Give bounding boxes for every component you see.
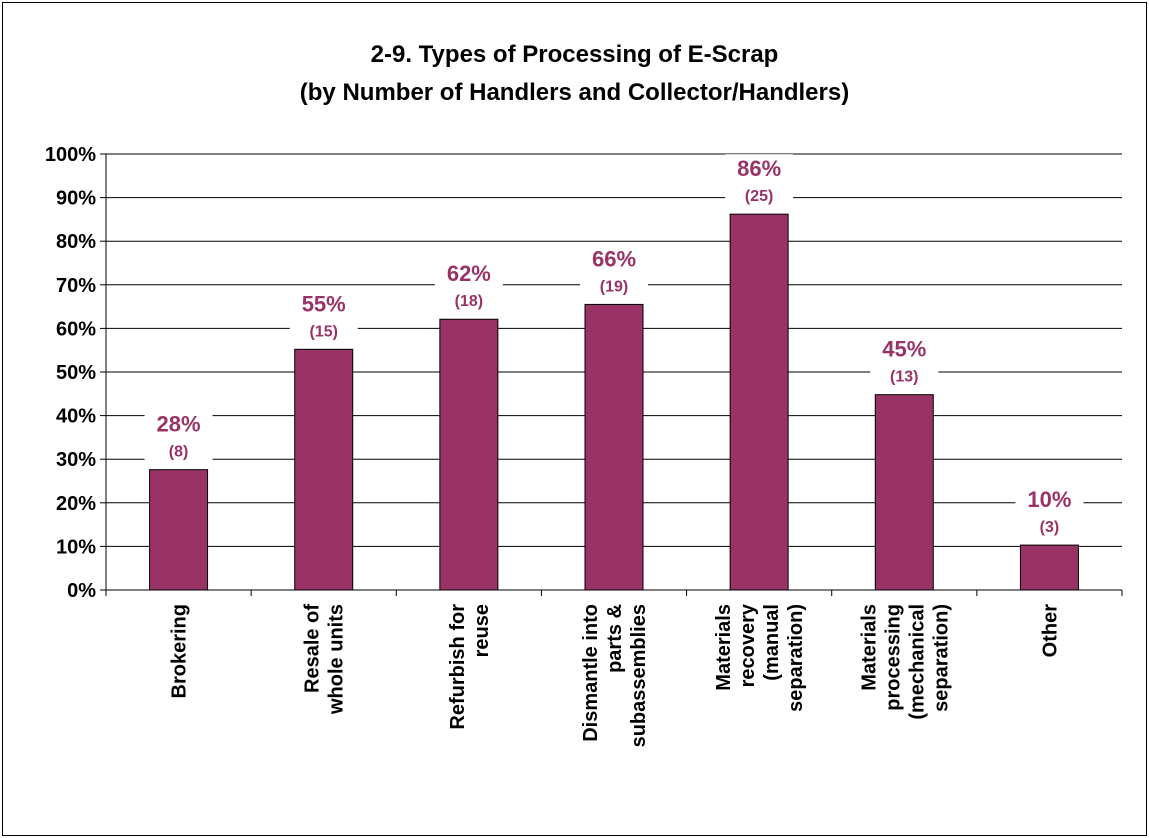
y-tick-label: 50%	[56, 362, 96, 384]
category-label-line: Materials	[858, 604, 880, 691]
data-label-count: (15)	[309, 323, 337, 340]
data-label-count: (3)	[1040, 519, 1060, 536]
chart-title-line1: 2-9. Types of Processing of E-Scrap	[370, 41, 779, 68]
chart-title: 2-9. Types of Processing of E-Scrap (by …	[0, 36, 1149, 112]
category-label-line: subassemblies	[628, 604, 650, 747]
bar	[874, 394, 934, 591]
y-tick-label: 80%	[56, 231, 96, 253]
y-tick-label: 100%	[45, 144, 96, 166]
y-tick-label: 30%	[56, 449, 96, 471]
bar	[1019, 544, 1079, 591]
data-label-percent: 28%	[157, 412, 201, 437]
data-label-background	[289, 289, 358, 344]
category-label-line: Refurbish for	[447, 604, 469, 730]
category-label: Other	[1039, 604, 1061, 658]
category-label-line: whole units	[326, 604, 348, 715]
category-label-line: recovery	[737, 603, 759, 687]
bar	[439, 318, 499, 591]
category-label-line: Resale of	[302, 604, 324, 693]
category-label-line: separation)	[930, 604, 952, 712]
y-tick-label: 20%	[56, 493, 96, 515]
category-label-line: Brokering	[169, 604, 191, 698]
data-label-count: (18)	[455, 293, 483, 310]
bar	[294, 348, 354, 591]
bar	[149, 469, 209, 591]
data-label-background	[870, 334, 939, 389]
category-label: Materials processing (mechanical separation…	[858, 604, 952, 720]
data-label-percent: 55%	[302, 291, 346, 316]
category-label: Brokering	[169, 604, 191, 698]
data-label-percent: 66%	[592, 246, 636, 271]
category-label-line: Dismantle into	[580, 604, 602, 742]
bar	[584, 303, 644, 591]
category-label: Materials recovery (manual separation)	[713, 603, 807, 712]
category-label-line: reuse	[471, 604, 493, 657]
data-label-percent: 10%	[1027, 487, 1071, 512]
y-tick-label: 70%	[56, 275, 96, 297]
category-label-line: (manual	[761, 604, 783, 681]
y-tick-label: 10%	[56, 536, 96, 558]
data-label-background	[1015, 485, 1084, 540]
data-label-percent: 45%	[882, 337, 926, 362]
data-label-background	[725, 154, 794, 209]
category-label-line: Other	[1039, 604, 1061, 658]
category-label-line: Materials	[713, 604, 735, 691]
data-label-count: (19)	[600, 278, 628, 295]
data-label-background	[434, 259, 503, 314]
y-tick-label: 0%	[67, 580, 96, 602]
data-label-percent: 62%	[447, 261, 491, 286]
category-label: Dismantle into parts & subassemblies	[580, 604, 650, 747]
category-label: Resale of whole units	[302, 604, 348, 715]
category-label: Refurbish for reuse	[447, 604, 493, 730]
category-label-line: (mechanical	[906, 604, 928, 720]
y-tick-label: 90%	[56, 188, 96, 210]
y-tick-label: 60%	[56, 318, 96, 340]
y-tick-label: 40%	[56, 406, 96, 428]
data-label-count: (13)	[890, 369, 918, 386]
data-label-background	[580, 244, 648, 299]
data-label-background	[144, 409, 213, 464]
category-label-line: parts &	[604, 604, 626, 673]
category-label-line: separation)	[785, 604, 807, 712]
data-label-percent: 86%	[737, 156, 781, 181]
data-label-count: (25)	[745, 188, 773, 205]
data-label-count: (8)	[169, 444, 189, 461]
bar	[729, 213, 789, 591]
category-label-line: processing	[882, 604, 904, 711]
chart-title-line2: (by Number of Handlers and Collector/Han…	[299, 79, 850, 106]
